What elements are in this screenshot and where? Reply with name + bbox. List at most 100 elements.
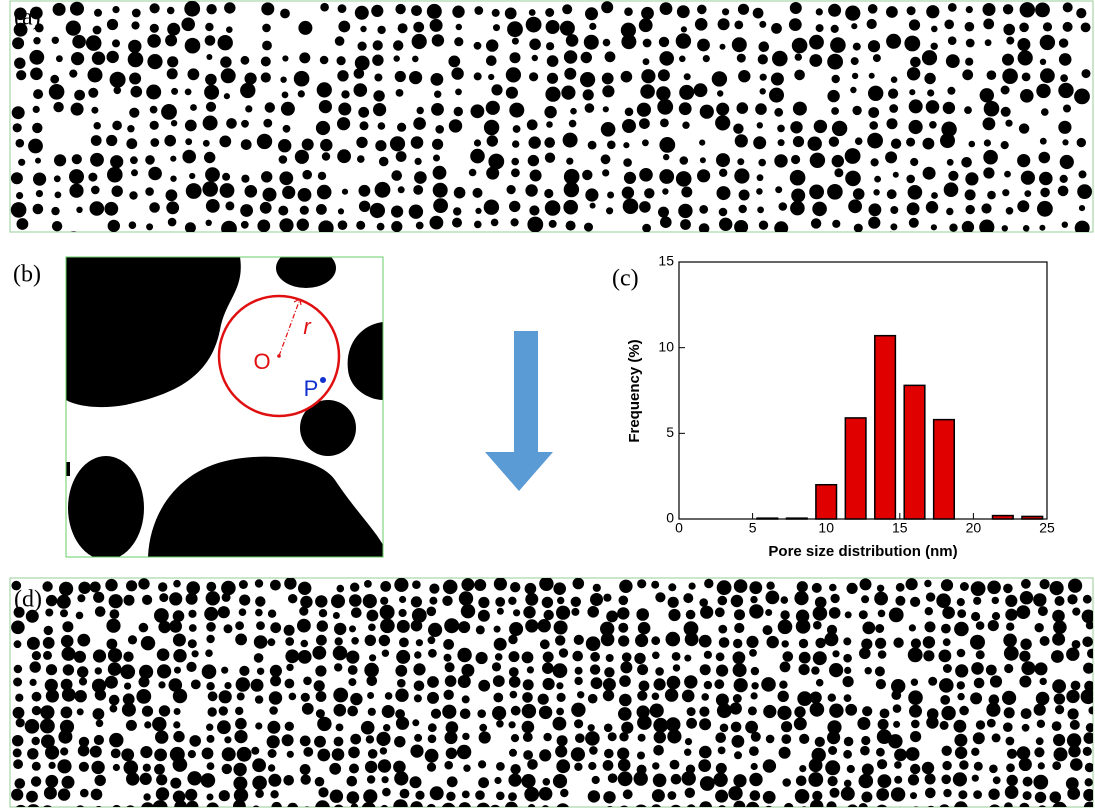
pore — [143, 764, 151, 772]
pore — [845, 704, 857, 716]
pore — [529, 72, 538, 81]
pore — [378, 759, 391, 772]
pore — [479, 731, 491, 743]
pore — [651, 636, 660, 645]
pore — [812, 202, 827, 217]
pore — [270, 675, 281, 686]
pore — [697, 39, 710, 52]
pore — [658, 207, 669, 218]
pore — [780, 610, 789, 619]
pore — [653, 745, 664, 756]
pore — [302, 170, 312, 180]
pore — [152, 717, 166, 731]
pore — [659, 51, 674, 66]
pore — [986, 665, 997, 676]
pore — [411, 596, 422, 607]
pore — [911, 720, 920, 729]
pore — [1019, 676, 1031, 688]
pore — [717, 234, 726, 243]
pore — [141, 636, 155, 650]
pore — [878, 774, 892, 788]
pore — [123, 652, 133, 662]
pore — [641, 7, 654, 20]
pore — [563, 200, 578, 215]
pore — [297, 619, 311, 633]
pore — [931, 26, 938, 33]
pore — [1072, 640, 1081, 649]
pore — [235, 634, 247, 646]
pore — [256, 621, 265, 630]
pore — [207, 735, 215, 743]
pore — [508, 635, 517, 644]
pore — [789, 18, 802, 31]
pore — [860, 746, 870, 756]
pore — [965, 58, 973, 66]
bar — [904, 385, 925, 519]
pore — [655, 592, 665, 602]
pore — [1003, 4, 1013, 14]
pore — [368, 749, 378, 759]
pore — [699, 205, 708, 214]
pore — [732, 735, 745, 748]
pore — [749, 581, 762, 594]
pore — [219, 790, 230, 801]
pore — [510, 218, 518, 226]
pore — [868, 4, 878, 14]
pore — [157, 648, 170, 661]
pore — [987, 719, 996, 728]
pore — [699, 746, 712, 759]
pore — [63, 664, 74, 675]
pore — [126, 720, 137, 731]
pore — [385, 692, 393, 700]
pore — [30, 68, 43, 81]
pore — [379, 157, 389, 167]
pore — [173, 757, 188, 772]
pore — [318, 172, 326, 180]
pore — [462, 791, 470, 799]
pore — [189, 624, 197, 632]
pore — [110, 609, 120, 619]
pore — [59, 582, 73, 596]
pore — [316, 204, 327, 215]
pore — [525, 583, 537, 595]
pore — [414, 171, 427, 184]
pore — [668, 609, 680, 621]
pore — [416, 639, 423, 646]
pore — [585, 188, 598, 201]
pore — [496, 792, 505, 801]
pore — [14, 665, 22, 673]
pore — [96, 720, 104, 728]
pore — [622, 119, 636, 133]
pore — [717, 703, 732, 718]
pore — [342, 189, 348, 195]
pore — [330, 790, 343, 803]
pore — [1002, 691, 1016, 705]
point-dot — [320, 377, 326, 383]
pore — [410, 776, 422, 788]
pore — [732, 37, 747, 52]
pore — [70, 2, 84, 16]
pore — [240, 204, 253, 217]
pore — [861, 595, 869, 603]
pore — [1002, 68, 1018, 84]
pore — [1033, 775, 1048, 790]
pore — [257, 134, 272, 149]
pore — [738, 70, 750, 82]
pore — [261, 2, 274, 15]
pore — [458, 675, 471, 688]
pore — [678, 204, 692, 218]
pore — [255, 789, 264, 798]
pore — [45, 775, 58, 788]
pore — [1004, 646, 1019, 661]
pore — [367, 692, 374, 699]
pore — [235, 621, 244, 630]
pore — [1053, 621, 1067, 635]
pore — [511, 168, 520, 177]
pore — [637, 752, 645, 760]
pore — [129, 108, 139, 118]
y-tick-label: 0 — [666, 510, 674, 526]
pore — [829, 584, 837, 592]
pore — [219, 136, 231, 148]
pore — [583, 89, 594, 100]
pore — [298, 582, 311, 595]
